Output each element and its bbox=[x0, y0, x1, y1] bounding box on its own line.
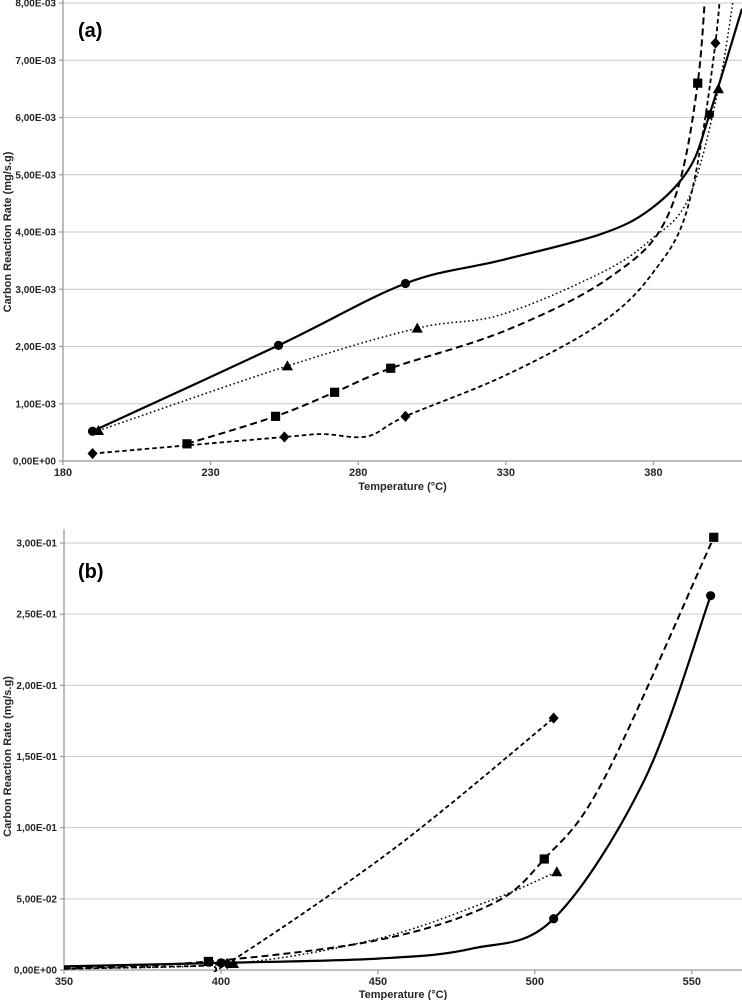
x-axis-title: Temperature (°C) bbox=[359, 989, 448, 1000]
marker-triangle bbox=[227, 957, 240, 968]
marker-triangle bbox=[411, 322, 423, 333]
series-line-dotted-triangle bbox=[98, 3, 734, 432]
y-tick-label: 0,00E+00 bbox=[13, 457, 57, 468]
marker-square bbox=[203, 956, 213, 967]
x-tick-label: 500 bbox=[526, 976, 544, 988]
x-tick-label: 230 bbox=[201, 467, 219, 479]
series-line-dashed-square bbox=[64, 543, 713, 970]
marker-diamond bbox=[222, 957, 233, 970]
x-tick-label: 180 bbox=[54, 467, 72, 479]
marker-circle bbox=[549, 914, 559, 924]
marker-diamond bbox=[279, 431, 290, 443]
y-tick-label: 1,50E-01 bbox=[16, 752, 57, 763]
x-tick-label: 330 bbox=[497, 467, 515, 479]
marker-square bbox=[270, 411, 281, 421]
y-tick-label: 6,00E-03 bbox=[15, 113, 56, 124]
y-tick-label: 5,00E-03 bbox=[15, 170, 56, 181]
y-tick-label: 1,00E-01 bbox=[16, 823, 57, 834]
panel-label: (a) bbox=[78, 20, 102, 42]
marker-square bbox=[182, 439, 192, 449]
y-tick-label: 4,00E-03 bbox=[15, 228, 56, 239]
marker-square bbox=[386, 363, 396, 373]
marker-triangle bbox=[92, 425, 105, 436]
x-tick-label: 280 bbox=[349, 467, 367, 479]
marker-triangle bbox=[551, 866, 563, 877]
marker-circle bbox=[706, 591, 716, 601]
panel-label: (b) bbox=[78, 561, 104, 583]
marker-triangle bbox=[712, 83, 724, 94]
marker-diamond bbox=[400, 410, 411, 422]
chart-b: 0,00E+00 5,00E-02 1,00E-01 1,50E-01 2,00E-01… bbox=[2, 529, 742, 1000]
marker-square bbox=[693, 78, 703, 88]
marker-triangle bbox=[281, 360, 293, 371]
x-tick-label: 380 bbox=[644, 467, 662, 479]
series-line-short-dash-diamond bbox=[92, 3, 721, 455]
marker-circle bbox=[704, 110, 715, 120]
y-tick-label: 8,00E-03 bbox=[15, 0, 56, 10]
x-tick-label: 450 bbox=[369, 976, 387, 988]
series-line-dotted-triangle bbox=[64, 871, 558, 970]
y-tick-label: 1,00E-03 bbox=[15, 399, 56, 410]
y-tick-label: 3,00E-03 bbox=[15, 285, 56, 296]
y-tick-label: 5,00E-02 bbox=[16, 894, 57, 905]
y-axis-title: Carbon Reaction Rate (mg/s.g) bbox=[2, 151, 14, 312]
y-tick-label: 0,00E+00 bbox=[14, 966, 58, 977]
y-tick-label: 3,00E-01 bbox=[16, 539, 57, 550]
marker-circle bbox=[273, 340, 284, 350]
marker-square bbox=[709, 532, 719, 542]
marker-circle bbox=[216, 958, 226, 968]
y-tick-label: 2,00E-03 bbox=[15, 342, 56, 353]
y-axis-title: Carbon Reaction Rate (mg/s.g) bbox=[2, 676, 14, 837]
x-tick-label: 550 bbox=[683, 976, 701, 988]
y-tick-label: 2,00E-01 bbox=[16, 681, 57, 692]
series-line-solid-circle bbox=[64, 595, 712, 968]
y-tick-label: 7,00E-03 bbox=[15, 56, 56, 67]
marker-diamond bbox=[710, 37, 721, 49]
marker-circle bbox=[400, 278, 411, 289]
marker-diamond bbox=[87, 447, 98, 460]
series-line-solid-circle bbox=[92, 8, 742, 433]
marker-diamond bbox=[548, 712, 559, 724]
marker-square bbox=[330, 387, 340, 397]
series-line-short-dash-diamond bbox=[64, 717, 555, 972]
marker-square bbox=[539, 854, 549, 864]
chart-a: 0,00E+00 1,00E-03 2,00E-03 3,00E-03 4,00E-03… bbox=[2, 0, 742, 493]
x-tick-label: 350 bbox=[55, 976, 73, 988]
y-tick-label: 2,50E-01 bbox=[16, 610, 57, 621]
x-tick-label: 400 bbox=[212, 976, 230, 988]
x-axis-title: Temperature (°C) bbox=[358, 481, 447, 493]
